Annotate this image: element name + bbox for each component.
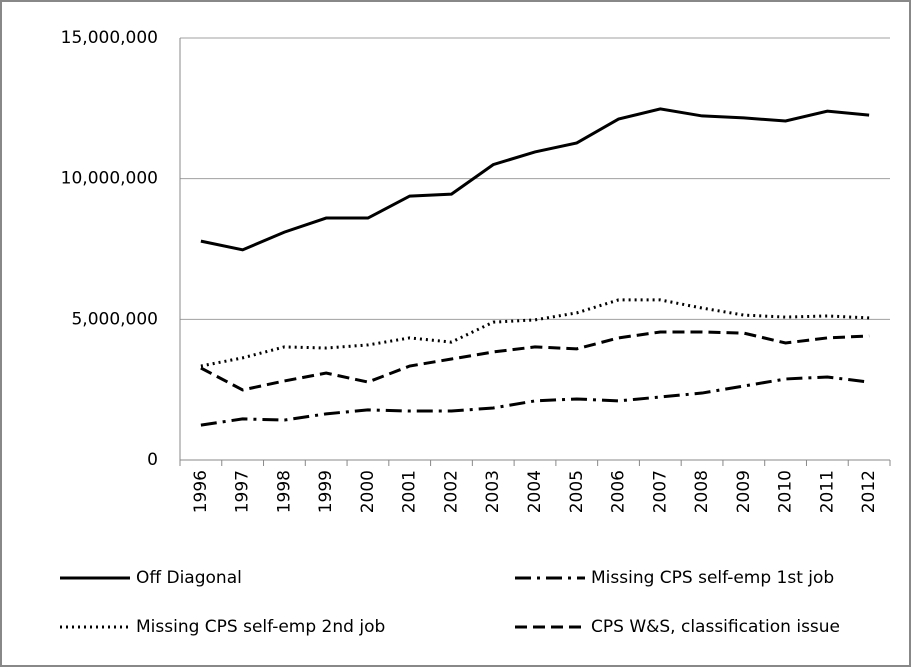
y-tick-label: 5,000,000 <box>71 309 158 329</box>
y-tick-label: 15,000,000 <box>61 28 158 48</box>
x-tick-label: 2001 <box>400 470 420 513</box>
x-tick-label: 2008 <box>692 470 712 513</box>
series-line <box>200 330 870 392</box>
x-tick-label: 2000 <box>358 470 378 513</box>
x-tick-label: 2004 <box>525 470 545 513</box>
x-tick-label: 1998 <box>274 470 294 513</box>
x-tick-label: 2007 <box>650 470 670 513</box>
legend-label: Missing CPS self-emp 1st job <box>591 568 834 588</box>
x-tick-label: 1996 <box>191 470 211 513</box>
legend-label: Missing CPS self-emp 2nd job <box>136 617 385 637</box>
x-tick-label: 2006 <box>609 470 629 513</box>
series-line <box>200 107 870 252</box>
x-tick-label: 1999 <box>316 470 336 513</box>
x-tick-label: 2009 <box>734 470 754 513</box>
x-tick-label: 2011 <box>817 470 837 513</box>
series-line <box>200 375 870 427</box>
y-tick-label: 10,000,000 <box>61 169 158 189</box>
legend-label: CPS W&S, classification issue <box>591 617 840 637</box>
x-tick-label: 2003 <box>483 470 503 513</box>
x-tick-label: 2012 <box>859 470 879 513</box>
y-tick-label: 0 <box>147 450 158 470</box>
x-tick-label: 2010 <box>776 470 796 513</box>
x-tick-label: 2005 <box>567 470 587 513</box>
x-tick-label: 1997 <box>233 470 253 513</box>
legend-label: Off Diagonal <box>136 568 242 588</box>
x-tick-label: 2002 <box>441 470 461 513</box>
